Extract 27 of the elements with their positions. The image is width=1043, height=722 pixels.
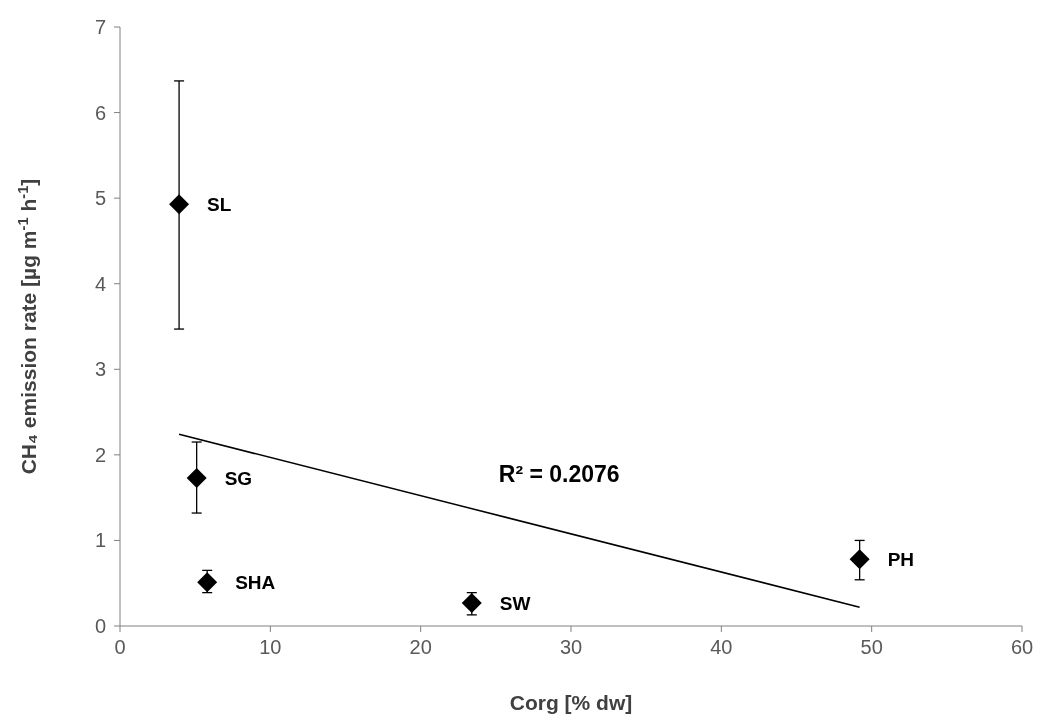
y-tick-label: 4 xyxy=(94,272,106,295)
y-tick-label: 5 xyxy=(94,187,106,210)
x-tick-label: 10 xyxy=(259,636,282,658)
x-tick-label: 40 xyxy=(710,636,733,658)
point xyxy=(197,572,218,593)
y-tick-label: 2 xyxy=(94,443,106,466)
x-tick-label: 30 xyxy=(559,636,583,658)
annotation: SL xyxy=(207,194,232,216)
x-axis-title: Corg [% dw] xyxy=(509,691,633,714)
x-tick-label: 60 xyxy=(1010,636,1034,658)
x-tick-label: 0 xyxy=(114,636,126,658)
y-tick-label: 3 xyxy=(94,358,106,381)
y-tick-label: 6 xyxy=(94,101,106,124)
annotation: PH xyxy=(887,549,915,571)
annotation: SG xyxy=(224,467,253,489)
y-tick-label: 7 xyxy=(94,16,106,38)
annotation: SHA xyxy=(235,572,276,594)
point xyxy=(849,549,870,570)
x-tick-label: 50 xyxy=(860,636,883,658)
x-tick-label: 20 xyxy=(409,636,432,658)
y-tick-label: 0 xyxy=(94,615,106,637)
y-tick-label: 1 xyxy=(94,529,106,552)
annotation: R² = 0.2076 xyxy=(498,461,620,488)
point xyxy=(461,592,482,613)
point xyxy=(186,467,207,488)
point xyxy=(169,194,190,215)
annotation: SW xyxy=(499,592,531,614)
